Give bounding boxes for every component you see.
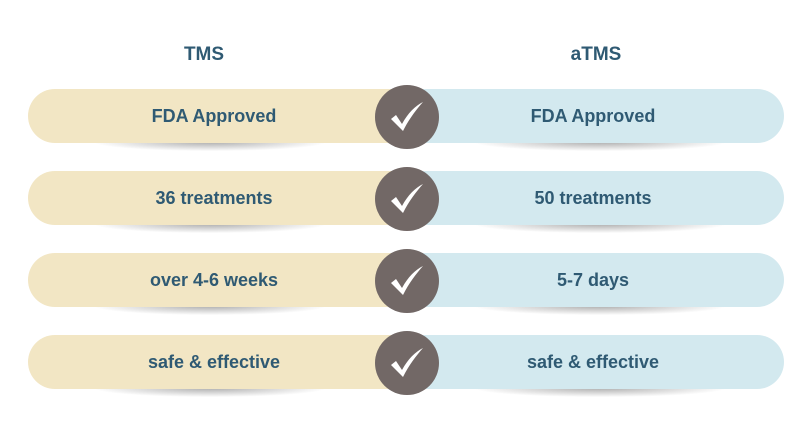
tms-pill-label: safe & effective — [147, 351, 281, 372]
comparison-row: 36 treatments 50 treatments — [0, 167, 800, 233]
tms-pill: FDA Approved — [28, 89, 410, 143]
atms-pill-label: safe & effective — [526, 351, 660, 372]
checkmark-badge — [375, 249, 439, 313]
atms-pill: FDA Approved — [410, 89, 784, 143]
atms-pill-label: 50 treatments — [534, 187, 652, 208]
atms-pill: 50 treatments — [410, 171, 784, 225]
column-title-tms: TMS — [183, 44, 225, 65]
tms-pill: safe & effective — [28, 335, 410, 389]
tms-pill-label: FDA Approved — [151, 105, 277, 126]
tms-pill: 36 treatments — [28, 171, 410, 225]
checkmark-icon — [391, 184, 423, 213]
checkmark-badge — [375, 85, 439, 149]
checkmark-badge — [375, 167, 439, 231]
column-title-atms: aTMS — [570, 44, 622, 65]
atms-pill-label: FDA Approved — [530, 105, 656, 126]
tms-pill-label: over 4-6 weeks — [149, 269, 279, 290]
atms-pill: safe & effective — [410, 335, 784, 389]
comparison-row: over 4-6 weeks 5-7 days — [0, 249, 800, 315]
atms-pill-label: 5-7 days — [556, 269, 630, 290]
tms-pill-label: 36 treatments — [155, 187, 273, 208]
checkmark-badge — [375, 331, 439, 395]
comparison-row: safe & effective safe & effective — [0, 331, 800, 397]
checkmark-icon — [391, 102, 423, 131]
checkmark-icon — [391, 266, 423, 295]
atms-pill: 5-7 days — [410, 253, 784, 307]
tms-pill: over 4-6 weeks — [28, 253, 410, 307]
checkmark-icon — [391, 348, 423, 377]
comparison-row: FDA Approved FDA Approved — [0, 85, 800, 151]
